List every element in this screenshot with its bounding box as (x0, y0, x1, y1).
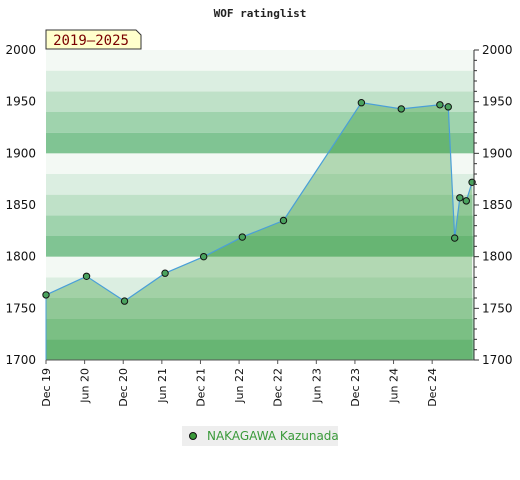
y-tick-label-right: 1900 (482, 146, 513, 160)
grid-band (46, 112, 474, 133)
data-point (462, 197, 470, 205)
x-tick-label: Jun 24 (388, 368, 401, 404)
y-tick-label-right: 1950 (482, 95, 513, 109)
y-axis-left: 1700 1750 1800 1850 1900 1950 2000 (5, 43, 36, 367)
chart-title: WOF ratinglist (214, 7, 307, 20)
y-tick-label-left: 1900 (5, 146, 36, 160)
data-point (161, 269, 169, 277)
x-tick-label: Dec 21 (194, 368, 207, 407)
data-point (238, 233, 247, 241)
y-tick-label-left: 1950 (5, 95, 36, 109)
grid-band (46, 91, 474, 112)
legend-marker (189, 432, 197, 440)
y-tick-label-right: 1800 (482, 250, 513, 264)
grid-band (46, 70, 474, 92)
rating-area (46, 102, 473, 360)
y-tick-label-left: 1750 (5, 301, 36, 315)
period-badge: 2019–2025 (45, 29, 142, 50)
grid-band (46, 153, 474, 174)
data-point (42, 291, 50, 299)
y-tick-label-left: 1800 (5, 250, 36, 264)
y-tick-label-right: 1700 (482, 353, 513, 367)
x-axis: Dec 19 Jun 20 Dec 20 Jun 21 Dec 21 Jun 22 Dec … (40, 359, 474, 407)
y-tick-label-left: 1700 (5, 353, 36, 367)
y-tick-label-right: 1850 (482, 198, 513, 212)
data-point (456, 194, 464, 202)
x-tick-label: Dec 22 (272, 368, 285, 407)
x-tick-label: Jun 22 (233, 368, 246, 404)
x-tick-label: Dec 23 (349, 368, 362, 407)
data-point (436, 101, 444, 109)
x-tick-label: Dec 19 (40, 368, 53, 407)
x-tick-label: Jun 23 (310, 368, 323, 404)
x-tick-label: Jun 21 (156, 368, 169, 404)
data-point (82, 272, 91, 280)
data-point (450, 234, 459, 242)
data-point (444, 103, 452, 111)
period-label: 2019–2025 (53, 33, 129, 49)
grid-band (46, 339, 474, 360)
grid-band (46, 132, 474, 154)
area-fill (46, 102, 473, 360)
grid-band (46, 215, 474, 236)
legend-label: NAKAGAWA Kazunada (207, 429, 339, 443)
grid-band (46, 194, 474, 216)
y-tick-label-right: 2000 (482, 43, 513, 57)
grid-band (46, 236, 474, 257)
y-tick-label-right: 1750 (482, 301, 513, 315)
data-point (120, 297, 129, 305)
grid-band (46, 318, 474, 340)
grid-band (46, 256, 474, 278)
data-point (279, 216, 288, 225)
y-tick-label-left: 2000 (5, 43, 36, 57)
rating-points (42, 99, 476, 305)
data-point (357, 99, 366, 107)
data-point (397, 105, 405, 113)
x-tick-label: Jun 20 (79, 368, 92, 404)
legend: NAKAGAWA Kazunada (182, 426, 339, 446)
background-bands (46, 50, 474, 360)
x-tick-label: Dec 20 (117, 368, 130, 407)
data-point (199, 252, 208, 261)
y-tick-label-left: 1850 (5, 198, 36, 212)
grid-band (46, 298, 474, 319)
grid-band (46, 277, 474, 298)
x-tick-label: Dec 24 (426, 368, 439, 407)
y-axis-right: 1700 1750 1800 1850 1900 1950 2000 (473, 43, 513, 367)
grid-band (46, 174, 474, 195)
grid-band (46, 50, 474, 71)
